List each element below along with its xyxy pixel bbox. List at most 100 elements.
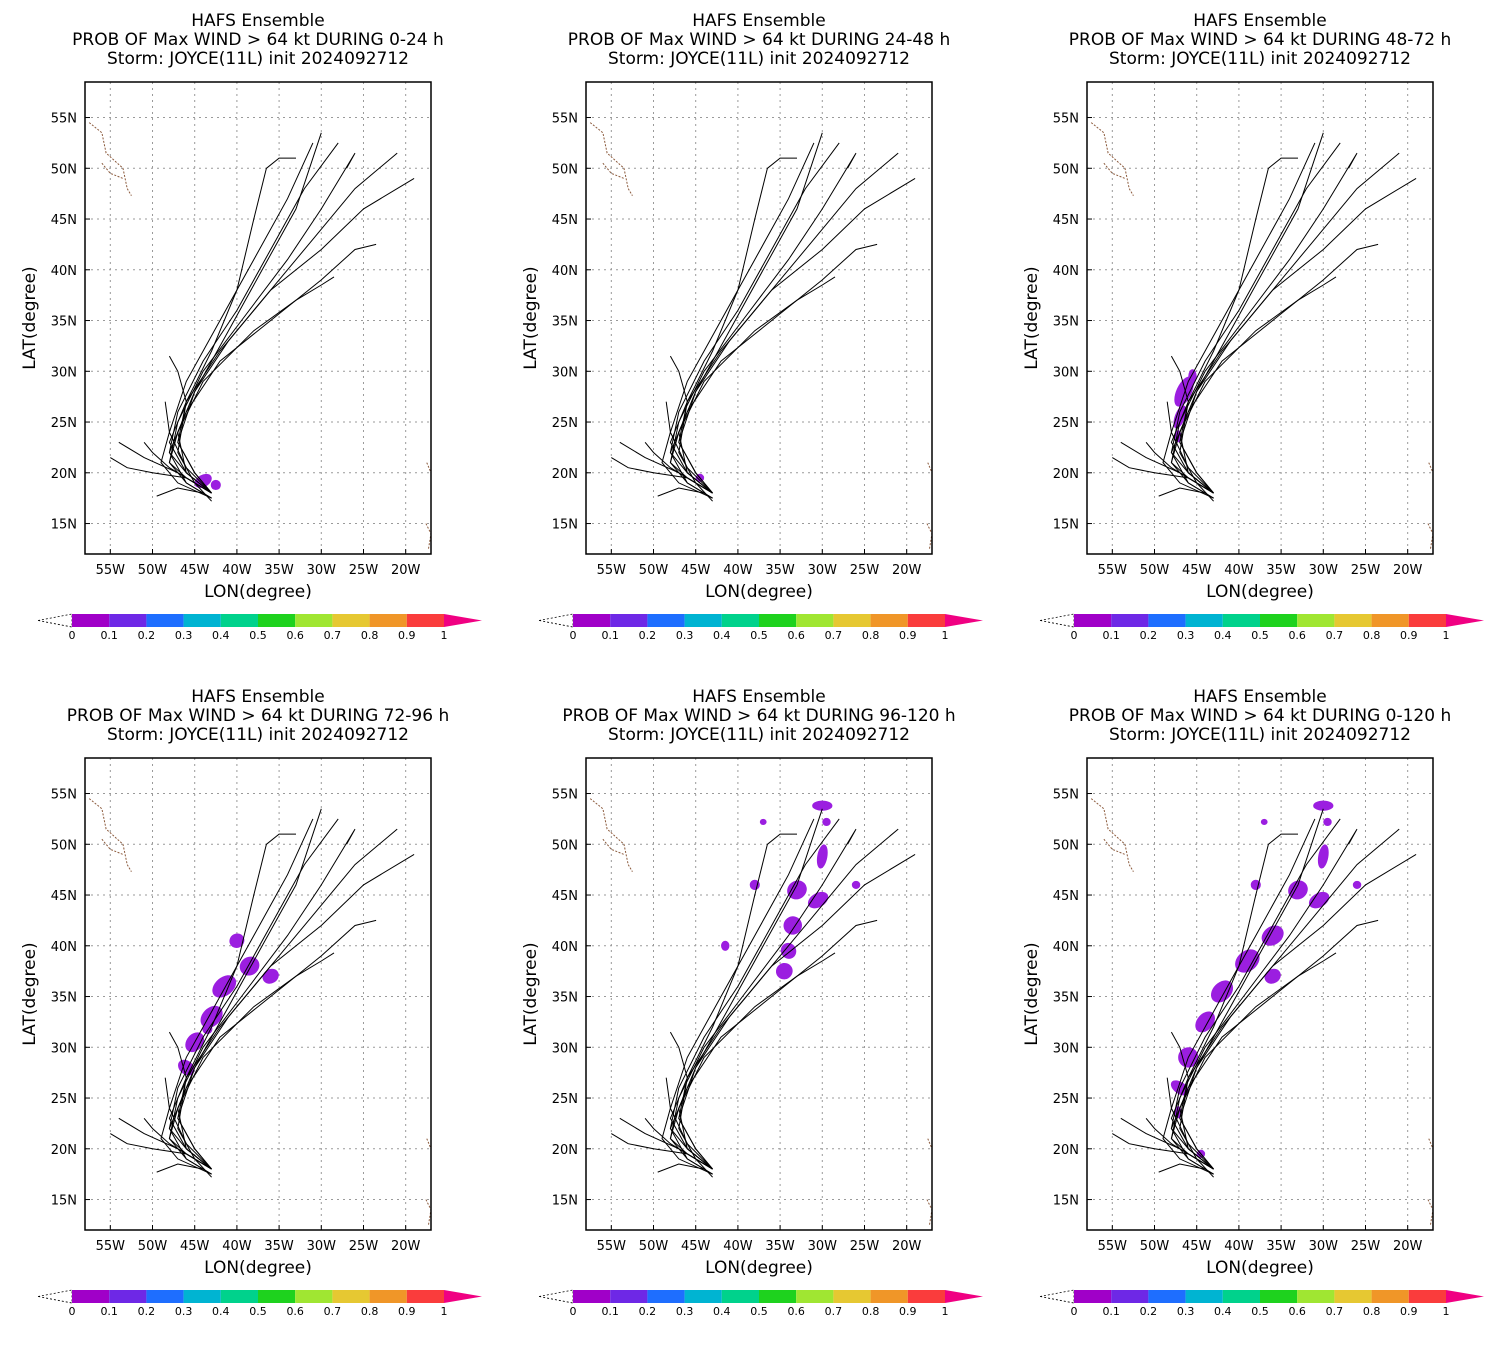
track-line-9 [177, 157, 296, 494]
colorbar-swatch [573, 614, 611, 627]
coastline [1427, 1199, 1434, 1226]
lon-tick-label: 45W [1182, 563, 1212, 578]
lat-tick-label: 40N [51, 264, 77, 279]
colorbar-label: 0.1 [100, 1305, 118, 1318]
lon-tick-label: 30W [307, 563, 337, 578]
ensemble-tracks [110, 132, 415, 502]
colorbar-label: 0.9 [1400, 629, 1418, 642]
panel-title-line1: HAFS Ensemble [692, 11, 825, 31]
colorbar-label: 1 [1443, 629, 1450, 642]
lat-tick-label: 45N [552, 889, 578, 904]
lat-tick-label: 45N [1053, 889, 1079, 904]
colorbar-swatch [146, 1290, 184, 1303]
colorbar-swatch [1408, 1290, 1446, 1303]
lat-tick-label: 25N [552, 416, 578, 431]
track-line-15 [164, 1077, 212, 1170]
colorbar-label: 0.1 [601, 1305, 619, 1318]
lat-tick-label: 20N [1053, 1143, 1079, 1158]
colorbar-swatch [684, 1290, 722, 1303]
track-line-9 [177, 833, 296, 1170]
colorbar-swatch [721, 614, 759, 627]
colorbar-swatch [573, 1290, 611, 1303]
lat-tick-label: 25N [552, 1092, 578, 1107]
panel-title-line2: PROB OF Max WIND > 64 kt DURING 72-96 h [67, 706, 449, 726]
coastline [88, 122, 132, 196]
map-frame [585, 757, 933, 1231]
colorbar-label: 0.2 [1140, 1305, 1158, 1318]
lat-tick-label: 50N [1053, 162, 1079, 177]
track-line-13 [657, 487, 705, 497]
lon-tick-label: 40W [1224, 563, 1254, 578]
lat-tick-label: 35N [51, 991, 77, 1006]
track-line-4 [168, 828, 356, 1175]
lon-tick-label: 20W [391, 1239, 421, 1254]
probability-area [1323, 817, 1332, 827]
colorbar-swatch [1222, 1290, 1260, 1303]
colorbar-label: 1 [441, 1305, 448, 1318]
probability-area [210, 479, 221, 491]
x-axis-label: LON(degree) [1206, 582, 1314, 602]
lat-tick-label: 20N [552, 1143, 578, 1158]
lon-tick-label: 45W [1182, 1239, 1212, 1254]
colorbar-label: 0.7 [825, 629, 843, 642]
lat-tick-label: 45N [1053, 213, 1079, 228]
track-line-6 [177, 177, 415, 494]
colorbar-swatch [1334, 1290, 1372, 1303]
track-line-2 [669, 132, 823, 494]
colorbar-label: 0.1 [601, 629, 619, 642]
colorbar-label: 0.2 [1140, 629, 1158, 642]
colorbar-swatch [183, 614, 221, 627]
lat-tick-label: 30N [552, 365, 578, 380]
colorbar-label: 1 [1443, 1305, 1450, 1318]
map-frame [1086, 757, 1434, 1231]
colorbar-label: 0.5 [1251, 1305, 1269, 1318]
probability-area [1317, 844, 1329, 869]
ensemble-tracks [611, 132, 916, 502]
track-line-7 [168, 919, 377, 1175]
colorbar-label: 0.3 [175, 629, 193, 642]
lat-tick-label: 35N [51, 315, 77, 330]
colorbar-label: 0.5 [249, 1305, 267, 1318]
track-line-5 [669, 152, 899, 494]
coastline [602, 162, 625, 179]
colorbar-label: 0.4 [713, 1305, 731, 1318]
colorbar-label: 0.2 [138, 629, 156, 642]
panel-title-line2: PROB OF Max WIND > 64 kt DURING 48-72 h [1069, 30, 1451, 50]
colorbar: 0 0.1 0.2 0.3 0.4 0.5 0.6 0.7 0.8 0.9 1 [538, 1289, 983, 1318]
lat-tick-label: 15N [51, 518, 77, 533]
colorbar: 0 0.1 0.2 0.3 0.4 0.5 0.6 0.7 0.8 0.9 1 [538, 613, 983, 642]
lat-tick-label: 25N [51, 416, 77, 431]
coastline [1090, 122, 1134, 196]
colorbar-swatch [907, 1290, 945, 1303]
track-line-4 [669, 828, 857, 1175]
y-axis-label: LAT(degree) [521, 266, 541, 369]
track-line-3 [1170, 142, 1341, 494]
probability-area [1250, 879, 1261, 890]
coastline [426, 462, 432, 473]
colorbar-swatch [647, 614, 685, 627]
y-axis-label: LAT(degree) [1022, 266, 1042, 369]
panel-title-line3: Storm: JOYCE(11L) init 2024092712 [1109, 725, 1411, 745]
probability-area [775, 962, 793, 980]
track-line-8 [177, 276, 335, 494]
lat-tick-label: 20N [51, 467, 77, 482]
colorbar: 0 0.1 0.2 0.3 0.4 0.5 0.6 0.7 0.8 0.9 1 [37, 613, 482, 642]
colorbar-label: 0.8 [1363, 1305, 1381, 1318]
track-line-2 [1170, 808, 1324, 1170]
lon-tick-label: 50W [138, 1239, 168, 1254]
probability-area [1352, 880, 1362, 889]
lat-tick-label: 35N [552, 315, 578, 330]
lon-tick-label: 25W [850, 1239, 880, 1254]
probability-area [1174, 376, 1194, 407]
probability-area [212, 975, 237, 998]
probability-area [749, 879, 760, 890]
colorbar-label: 0.6 [1288, 1305, 1306, 1318]
x-axis-label: LON(degree) [1206, 1258, 1314, 1278]
panel-title-line2: PROB OF Max WIND > 64 kt DURING 0-120 h [1069, 706, 1451, 726]
track-line-7 [669, 919, 878, 1175]
panel-title-line3: Storm: JOYCE(11L) init 2024092712 [608, 725, 910, 745]
colorbar-label: 0 [1071, 629, 1078, 642]
